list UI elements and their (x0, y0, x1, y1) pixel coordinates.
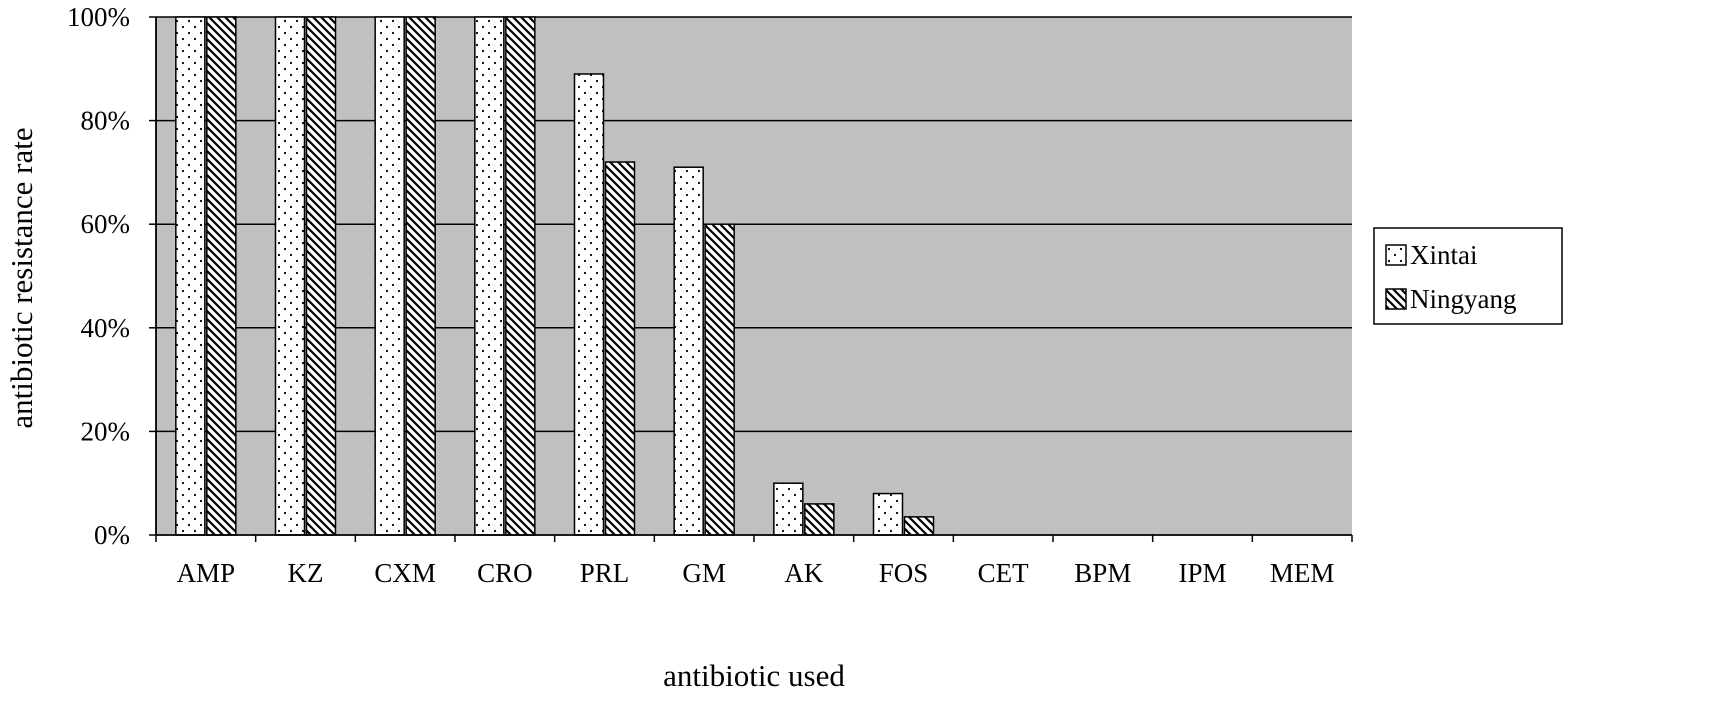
bar-xintai-cxm (374, 16, 405, 536)
bar-xintai-fos (872, 492, 904, 536)
bar-xintai-ak (773, 482, 804, 536)
bar-xintai-gm (673, 166, 704, 536)
x-tick-label: PRL (580, 558, 630, 588)
y-tick-label: 0% (94, 520, 130, 550)
y-axis-title: antibiotic resistance rate (4, 127, 39, 428)
bar-ningyang-gm (704, 223, 735, 536)
bar-xintai-cro (474, 16, 505, 536)
x-tick-label: CXM (374, 558, 436, 588)
x-tick-label: KZ (288, 558, 324, 588)
legend-swatch-xintai (1385, 244, 1407, 266)
legend-label-ningyang: Ningyang (1410, 284, 1516, 314)
bar-xintai-kz (274, 16, 306, 536)
bar-ningyang-kz (305, 16, 337, 536)
x-tick-label: BPM (1074, 558, 1131, 588)
plot-area (156, 17, 1352, 535)
bar-ningyang-fos (903, 516, 935, 536)
y-tick-label: 100% (67, 2, 130, 32)
bar-xintai-prl (573, 73, 605, 536)
y-tick-label: 40% (81, 313, 131, 343)
legend-label-xintai: Xintai (1410, 240, 1478, 270)
bar-ningyang-ak (804, 503, 835, 536)
x-tick-label: AMP (177, 558, 236, 588)
bar-xintai-amp (175, 16, 206, 536)
x-axis-title: antibiotic used (663, 658, 845, 693)
x-tick-label: CET (978, 558, 1030, 588)
legend-swatch-ningyang (1385, 288, 1407, 310)
x-tick-label: FOS (879, 558, 929, 588)
x-tick-label: CRO (477, 558, 533, 588)
x-tick-label: AK (784, 558, 823, 588)
bar-ningyang-cro (505, 16, 536, 536)
x-tick-label: GM (682, 558, 726, 588)
x-tick-label: IPM (1178, 558, 1226, 588)
bar-ningyang-amp (206, 16, 237, 536)
legend: Xintai Ningyang (1373, 227, 1563, 325)
y-tick-label: 80% (81, 106, 131, 136)
bar-ningyang-prl (604, 161, 636, 536)
bar-ningyang-cxm (405, 16, 436, 536)
y-tick-label: 20% (81, 416, 131, 446)
y-tick-label: 60% (81, 209, 131, 239)
x-tick-label: MEM (1270, 558, 1335, 588)
